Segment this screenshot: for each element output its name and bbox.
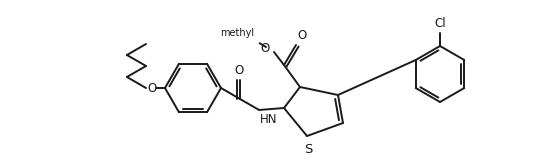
Text: O: O (261, 43, 270, 55)
Text: methyl: methyl (221, 28, 254, 38)
Text: S: S (304, 143, 312, 156)
Text: O: O (147, 82, 157, 95)
Text: O: O (297, 29, 306, 42)
Text: HN: HN (260, 113, 278, 126)
Text: Cl: Cl (434, 17, 446, 30)
Text: O: O (235, 64, 244, 77)
